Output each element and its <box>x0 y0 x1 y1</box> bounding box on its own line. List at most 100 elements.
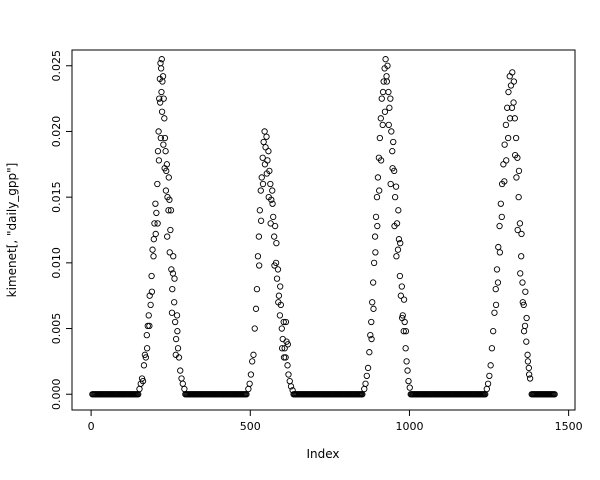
data-point <box>401 318 408 326</box>
data-point <box>361 385 368 393</box>
data-point <box>282 318 290 326</box>
y-tick-label: 0.000 <box>50 378 63 410</box>
data-point <box>506 115 514 122</box>
data-point <box>501 178 508 185</box>
data-point <box>178 375 185 382</box>
data-point <box>362 380 369 387</box>
data-point <box>160 95 167 102</box>
data-point <box>513 174 520 181</box>
data-point <box>403 358 410 365</box>
data-point <box>247 371 255 378</box>
data-point <box>377 157 385 164</box>
data-point <box>394 246 402 253</box>
data-point <box>519 299 526 306</box>
x-tick-label: 1500 <box>555 420 583 433</box>
data-point <box>402 328 410 335</box>
data-point <box>400 328 407 335</box>
data-point <box>143 345 151 352</box>
data-point <box>524 351 531 358</box>
plot-generated-layer: 0 500 1000 1500 0.000 0.005 0.010 0.015 0.020 0.0… <box>50 49 583 433</box>
data-point <box>261 161 269 168</box>
data-point <box>504 104 511 111</box>
data-point <box>158 88 165 96</box>
data-point <box>164 233 171 240</box>
data-point <box>383 78 390 85</box>
data-point <box>167 226 174 234</box>
data-point <box>157 99 164 106</box>
data-point <box>511 115 518 122</box>
data-point <box>278 325 285 332</box>
data-point <box>398 314 406 322</box>
data-point <box>516 220 524 227</box>
data-point <box>177 367 184 374</box>
data-point <box>374 222 381 230</box>
data-point <box>389 148 396 155</box>
data-point <box>172 351 179 358</box>
data-point <box>255 233 263 240</box>
data-point <box>363 372 370 379</box>
data-point <box>518 253 525 260</box>
data-point <box>160 141 167 148</box>
data-point <box>265 148 272 155</box>
data-point <box>147 301 154 309</box>
data-point <box>154 180 161 188</box>
data-point <box>494 279 502 286</box>
data-point <box>162 187 170 194</box>
data-point <box>285 371 292 378</box>
data-point <box>169 285 176 293</box>
data-point <box>273 275 281 282</box>
data-point <box>503 157 510 164</box>
data-point <box>153 209 160 217</box>
data-point <box>154 148 162 155</box>
data-point <box>505 88 512 96</box>
data-point <box>271 222 279 230</box>
data-point <box>158 108 166 115</box>
data-point <box>287 383 295 390</box>
y-tick-label: 0.025 <box>50 50 63 82</box>
data-point <box>250 351 257 358</box>
data-point <box>166 196 173 203</box>
y-tick-label: 0.020 <box>50 116 63 148</box>
data-point <box>278 345 286 352</box>
data-point <box>150 236 157 243</box>
data-point <box>257 217 265 224</box>
data-point <box>372 249 379 256</box>
data-point <box>155 157 163 164</box>
data-point <box>267 220 274 227</box>
data-point <box>404 367 411 374</box>
data-point <box>258 174 265 181</box>
data-point <box>517 270 524 277</box>
x-tick-label: 0 <box>88 420 95 433</box>
data-point <box>526 375 534 382</box>
data-point <box>523 314 530 322</box>
data-point <box>523 338 530 345</box>
data-point <box>390 138 397 146</box>
data-point <box>483 385 490 393</box>
data-point <box>384 62 391 69</box>
data-point <box>514 226 521 234</box>
data-point <box>157 65 165 72</box>
data-point <box>271 262 278 269</box>
data-point <box>381 108 389 115</box>
data-point <box>391 193 399 201</box>
data-point <box>251 325 258 332</box>
data-point <box>284 341 291 348</box>
data-point <box>395 236 403 243</box>
data-point <box>498 213 505 221</box>
data-point <box>142 354 150 361</box>
data-point <box>491 309 498 316</box>
data-point <box>140 362 148 369</box>
data-point <box>281 345 288 352</box>
data-point <box>259 180 267 188</box>
data-point <box>259 154 266 161</box>
data-point <box>168 309 176 316</box>
data-point <box>245 385 252 393</box>
data-point <box>151 220 158 227</box>
data-point <box>159 73 167 80</box>
data-point <box>484 380 492 387</box>
data-point <box>269 200 276 207</box>
data-point <box>379 88 387 96</box>
data-point <box>502 121 510 129</box>
data-point <box>492 301 500 309</box>
